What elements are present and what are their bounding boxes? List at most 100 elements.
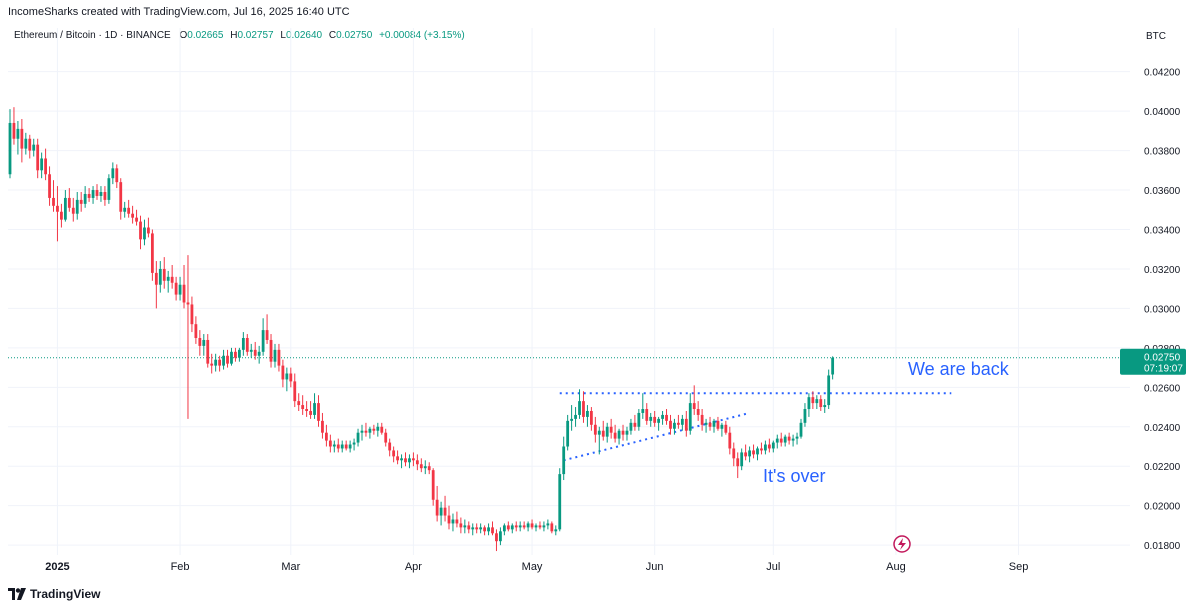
symbol-label[interactable]: Ethereum / Bitcoin · 1D · BINANCE [14, 30, 171, 41]
candle-body [771, 442, 775, 449]
candle-body [641, 409, 645, 413]
candle-down [787, 432, 791, 445]
candle-body [273, 349, 277, 362]
candle-body [376, 426, 380, 431]
candle-body [380, 426, 384, 433]
candle-body [174, 282, 178, 295]
candle-down [415, 454, 419, 471]
candle-down [131, 205, 135, 224]
candle-down [162, 257, 166, 289]
candle-down [665, 409, 668, 425]
candle-down [700, 409, 704, 431]
candle-body [764, 444, 767, 451]
candle-up [75, 192, 79, 220]
candle-up [257, 345, 261, 364]
candle-body [218, 359, 222, 366]
candle-down [174, 276, 178, 301]
candle-body [423, 466, 427, 469]
candle-body [8, 122, 12, 175]
candle-up [332, 440, 336, 453]
candle-up [815, 395, 819, 410]
tradingview-logo-icon [8, 588, 26, 600]
candle-body [589, 410, 593, 425]
candle-body [360, 430, 364, 433]
candle-body [506, 525, 510, 530]
y-tick-label: 0.03200 [1144, 265, 1181, 276]
candle-down [139, 215, 142, 250]
x-tick-label: Apr [405, 561, 422, 573]
candle-down [71, 197, 75, 222]
x-tick-label: May [522, 561, 543, 573]
candle-body [483, 527, 486, 532]
candle-body [645, 409, 649, 421]
candle-up [578, 389, 581, 419]
candle-up [499, 527, 502, 546]
candle-down [154, 261, 158, 309]
candle-body [767, 444, 771, 449]
candle-body [408, 458, 411, 463]
candle-body [676, 422, 680, 425]
candle-down [435, 485, 439, 522]
currency-label: BTC [1146, 31, 1166, 42]
y-tick-label: 0.02200 [1144, 462, 1181, 473]
candle-up [400, 454, 403, 469]
candle-down [265, 314, 269, 344]
candle-up [222, 349, 225, 370]
candle-body [52, 197, 55, 206]
candle-body [317, 403, 320, 421]
high-value: 0.02757 [237, 30, 274, 41]
candle-body [601, 430, 605, 437]
candle-down [190, 296, 194, 333]
candle-body [578, 401, 581, 415]
candle-body [479, 527, 483, 530]
candle-body [158, 268, 162, 285]
candle-up [8, 109, 12, 179]
x-tick-label: Jul [766, 561, 780, 573]
candle-down [147, 217, 150, 238]
candle-body [696, 409, 700, 415]
candle-body [447, 515, 451, 524]
change-value: +0.00084 (+3.15%) [379, 30, 465, 41]
candle-body [36, 144, 40, 171]
candle-up [143, 219, 146, 246]
candle-up [83, 186, 87, 208]
candle-body [740, 452, 744, 467]
candle-down [218, 355, 222, 372]
tradingview-brand: TradingView [30, 587, 101, 601]
candle-up [63, 190, 67, 222]
candle-down [380, 422, 384, 435]
candle-body [542, 525, 546, 528]
candle-body [206, 339, 210, 364]
candle-body [661, 414, 664, 419]
candle-body [305, 409, 309, 411]
candle-up [368, 426, 372, 439]
candle-up [688, 393, 692, 435]
candle-body [649, 416, 653, 421]
low-label: L [280, 30, 286, 41]
candle-body [404, 458, 407, 463]
candle-up [554, 525, 558, 536]
candle-down [194, 316, 198, 344]
candle-up [451, 513, 455, 532]
candle-up [166, 270, 170, 293]
candle-body [332, 444, 336, 447]
candle-down [12, 107, 16, 145]
candle-down [431, 468, 435, 506]
annotation-its-over: It's over [763, 466, 825, 486]
candle-body [574, 414, 577, 419]
candle-down [530, 519, 534, 530]
candle-body [831, 357, 835, 375]
candle-down [728, 426, 732, 455]
candle-body [352, 442, 356, 445]
candle-body [586, 410, 589, 417]
candle-up [340, 440, 344, 453]
candle-down [427, 462, 431, 475]
candle-up [107, 174, 111, 204]
candle-body [783, 436, 787, 443]
candle-body [736, 458, 740, 467]
y-tick-label: 0.02400 [1144, 423, 1181, 434]
candle-up [526, 521, 530, 532]
y-tick-label: 0.04200 [1144, 68, 1181, 79]
tradingview-footer[interactable]: TradingView [8, 587, 100, 601]
